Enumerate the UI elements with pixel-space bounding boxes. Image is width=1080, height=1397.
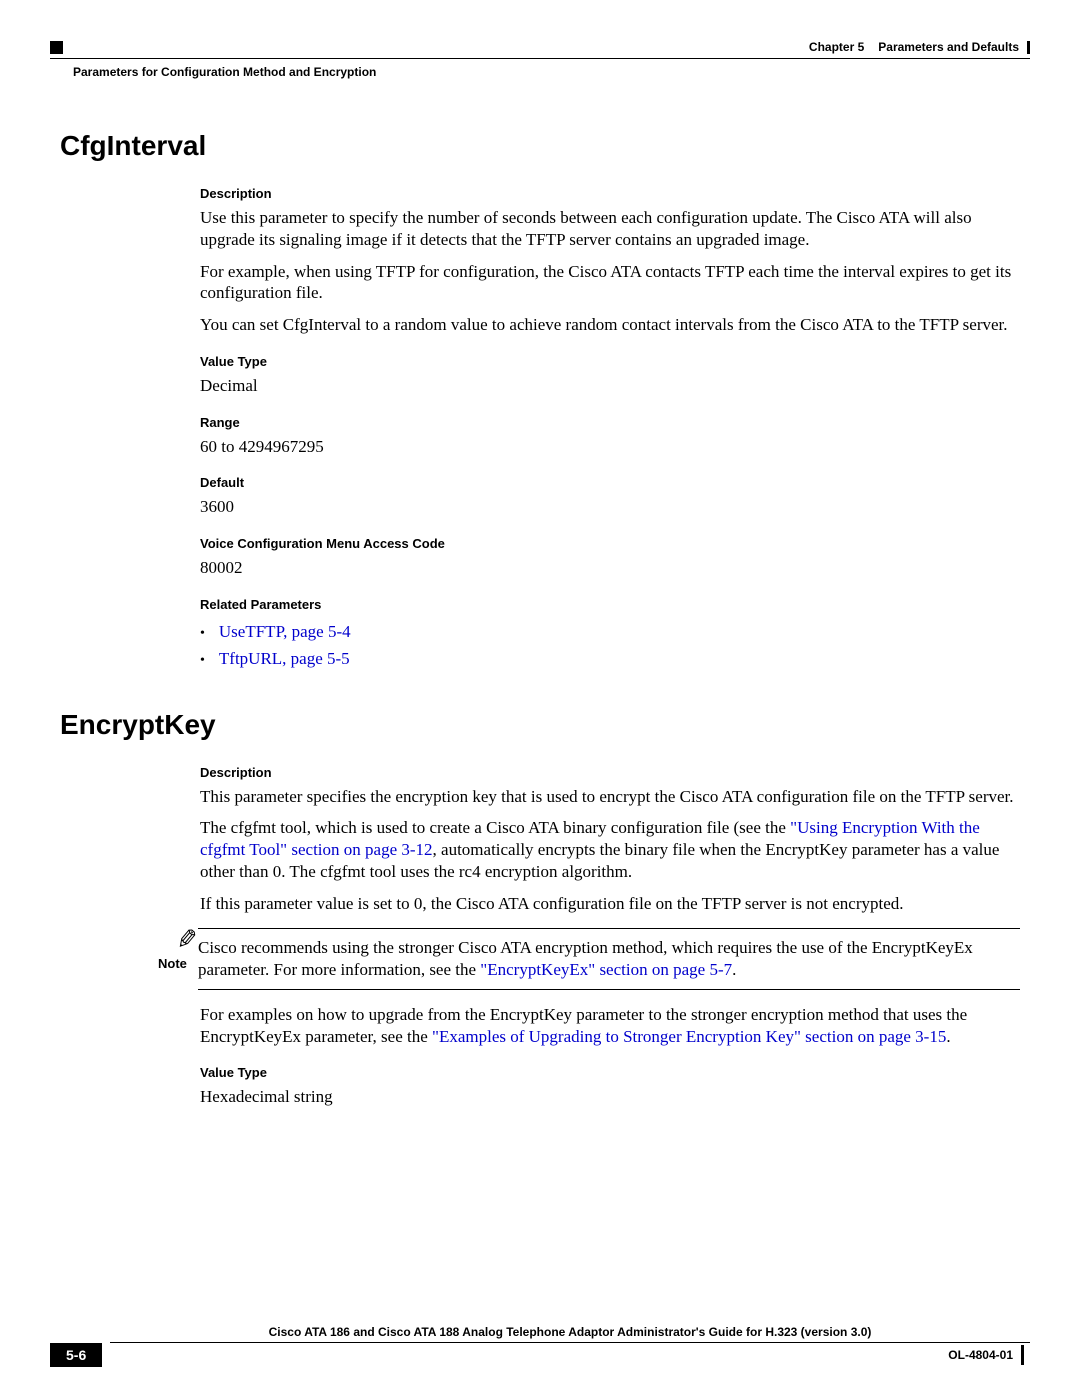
cfg-voice-code: 80002 [200,557,1020,579]
chapter-number: Chapter 5 [809,40,864,54]
related-link-usetftp[interactable]: UseTFTP, page 5-4 [200,618,1020,645]
note-icon: ✎ [157,927,199,956]
related-label: Related Parameters [200,597,1020,612]
doc-title: Cisco ATA 186 and Cisco ATA 188 Analog T… [110,1325,1030,1343]
description-label-2: Description [200,765,1020,780]
chapter-title: Parameters and Defaults [878,40,1019,54]
related-link-tftpurl[interactable]: TftpURL, page 5-5 [200,645,1020,672]
doc-number: OL-4804-01 [948,1348,1013,1362]
page-number: 5-6 [50,1343,102,1367]
header-bar [1027,41,1030,54]
header-marker [50,41,63,54]
cfg-value-type: Decimal [200,375,1020,397]
cfg-desc-1: Use this parameter to specify the number… [200,207,1020,251]
link-encryptkeyex-section[interactable]: "EncryptKeyEx" section on page 5-7 [480,960,732,979]
value-type-label-2: Value Type [200,1065,1020,1080]
range-label: Range [200,415,1020,430]
page-footer: Cisco ATA 186 and Cisco ATA 188 Analog T… [50,1325,1030,1367]
enc-desc-3: If this parameter value is set to 0, the… [200,893,1020,915]
voice-code-label: Voice Configuration Menu Access Code [200,536,1020,551]
enc-value-type: Hexadecimal string [200,1086,1020,1108]
encryptkey-heading: EncryptKey [60,709,1020,741]
value-type-label: Value Type [200,354,1020,369]
cfg-desc-2: For example, when using TFTP for configu… [200,261,1020,305]
description-label: Description [200,186,1020,201]
enc-desc-4: For examples on how to upgrade from the … [200,1004,1020,1048]
note-body: Cisco recommends using the stronger Cisc… [198,928,1020,990]
note-label: Note [158,956,198,971]
enc-desc-1: This parameter specifies the encryption … [200,786,1020,808]
enc-desc-2: The cfgfmt tool, which is used to create… [200,817,1020,882]
footer-bar-marker [1021,1345,1024,1365]
cfg-default: 3600 [200,496,1020,518]
default-label: Default [200,475,1020,490]
cfginterval-heading: CfgInterval [60,130,1020,162]
link-upgrade-examples[interactable]: "Examples of Upgrading to Stronger Encry… [432,1027,946,1046]
cfg-desc-3: You can set CfgInterval to a random valu… [200,314,1020,336]
section-breadcrumb: Parameters for Configuration Method and … [73,65,1030,79]
cfg-range: 60 to 4294967295 [200,436,1020,458]
page-header: Chapter 5 Parameters and Defaults Parame… [0,40,1080,79]
page-content: CfgInterval Description Use this paramet… [60,120,1020,1118]
header-rule [50,58,1030,59]
related-list: UseTFTP, page 5-4 TftpURL, page 5-5 [200,618,1020,673]
